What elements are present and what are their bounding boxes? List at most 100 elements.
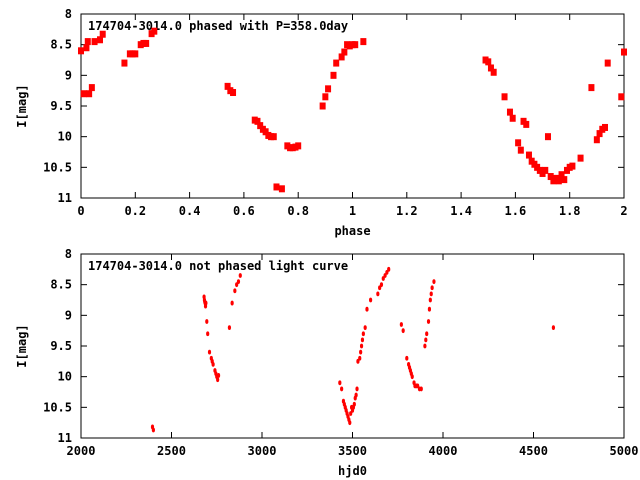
data-point	[618, 93, 625, 101]
chart-title: 174704-3014.0 not phased light curve	[88, 259, 348, 273]
data-point	[542, 166, 549, 174]
data-point	[376, 291, 380, 297]
data-point	[430, 285, 434, 291]
data-point	[349, 411, 353, 416]
data-point	[340, 386, 344, 392]
y-tick-label: 10.5	[43, 400, 72, 414]
data-point	[558, 171, 565, 179]
data-point	[515, 139, 522, 147]
data-point	[278, 185, 285, 193]
y-tick-label: 8.5	[50, 278, 72, 292]
data-point	[387, 266, 391, 272]
data-point	[369, 297, 373, 303]
x-tick-label: 0	[77, 204, 84, 218]
data-point	[429, 291, 433, 297]
data-point	[604, 59, 611, 67]
data-point	[525, 151, 532, 159]
x-tick-label: 0.4	[179, 204, 201, 218]
y-tick-label: 9	[65, 308, 72, 322]
data-point	[577, 154, 584, 162]
data-point	[151, 27, 158, 35]
data-point	[485, 58, 492, 66]
data-point	[143, 39, 150, 47]
data-point	[356, 358, 360, 364]
data-point	[319, 102, 326, 110]
y-tick-label: 9.5	[50, 339, 72, 353]
data-point	[405, 355, 409, 361]
data-point	[401, 328, 405, 334]
x-tick-label: 1.4	[450, 204, 472, 218]
data-point	[509, 114, 516, 122]
data-point	[487, 64, 494, 72]
y-tick-label: 10	[58, 370, 72, 384]
data-point	[621, 48, 627, 56]
x-tick-label: 3000	[248, 444, 277, 458]
data-point	[419, 386, 423, 392]
data-point	[379, 282, 384, 288]
data-point	[381, 276, 385, 281]
data-point	[151, 427, 155, 433]
data-point	[427, 306, 432, 312]
data-point	[86, 90, 93, 98]
data-point	[360, 38, 367, 46]
data-point	[205, 319, 209, 324]
data-point	[338, 380, 342, 386]
data-point	[254, 117, 261, 125]
y-tick-label: 9	[65, 68, 72, 82]
data-point	[330, 71, 337, 79]
data-point	[230, 300, 234, 306]
x-axis-label: hjd0	[338, 464, 367, 478]
data-point	[132, 50, 139, 58]
data-point	[236, 279, 241, 284]
data-point	[501, 93, 508, 101]
data-point	[91, 38, 98, 46]
data-point	[523, 120, 530, 128]
data-point	[385, 270, 389, 275]
data-point	[224, 82, 231, 90]
x-tick-label: 1	[349, 204, 356, 218]
data-point	[99, 30, 106, 38]
x-tick-label: 1.6	[505, 204, 527, 218]
data-point	[216, 377, 220, 383]
data-point	[360, 337, 365, 343]
data-point	[424, 337, 428, 343]
chart-panel-1: 0 0.2 0.4 0.6 0.8 1 1.2 1.4 1.6 1.8 2 8 8.5 9 9.5 10 10.…	[15, 7, 628, 238]
data-point	[506, 108, 513, 116]
data-point	[423, 343, 427, 349]
data-point	[426, 319, 431, 324]
data-point	[359, 343, 364, 349]
data-point	[333, 59, 340, 67]
x-tick-label: 0.6	[233, 204, 255, 218]
data-point	[352, 41, 359, 49]
data-point	[88, 84, 95, 92]
y-tick-label: 9.5	[50, 99, 72, 113]
data-point	[325, 85, 332, 93]
data-point	[227, 325, 232, 330]
x-tick-label: 0.2	[124, 204, 146, 218]
x-tick-label: 5000	[610, 444, 639, 458]
data-point	[517, 146, 524, 154]
x-tick-label: 1.8	[559, 204, 581, 218]
data-point	[383, 273, 387, 278]
data-point	[359, 349, 363, 355]
data-point	[378, 285, 382, 291]
y-tick-label: 8.5	[50, 38, 72, 52]
y-tick-label: 11	[58, 431, 72, 445]
y-tick-label: 8	[65, 247, 72, 261]
data-point	[358, 355, 362, 361]
y-tick-label: 8	[65, 7, 72, 21]
data-point	[490, 68, 497, 76]
x-tick-label: 1.2	[396, 204, 418, 218]
data-point	[352, 401, 356, 407]
x-tick-label: 3500	[338, 444, 367, 458]
data-point	[365, 306, 369, 312]
y-tick-label: 10	[58, 130, 72, 144]
data-point	[593, 136, 600, 144]
data-point	[78, 47, 84, 55]
x-tick-label: 4500	[519, 444, 548, 458]
x-tick-label: 2	[620, 204, 627, 218]
data-point	[561, 176, 568, 184]
data-point	[262, 128, 269, 136]
